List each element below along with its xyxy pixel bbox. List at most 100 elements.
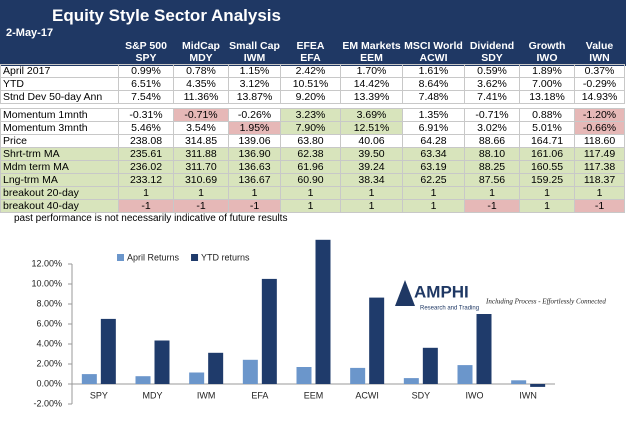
x-tick-label: IWN xyxy=(519,390,537,400)
cell: 88.10 xyxy=(464,147,520,161)
cell: 136.63 xyxy=(228,160,281,174)
column-name: Growth xyxy=(528,40,566,52)
cell: 63.19 xyxy=(402,160,465,174)
x-tick-label: IWM xyxy=(197,390,216,400)
cell: -1 xyxy=(118,199,174,213)
chart: AMPHI Research and Trading Including Pro… xyxy=(31,239,606,408)
cell: 1 xyxy=(340,186,403,200)
cell: 13.18% xyxy=(519,90,575,104)
cell: 13.39% xyxy=(340,90,403,104)
row-label: Shrt-trm MA xyxy=(0,147,119,161)
column-ticker: IWM xyxy=(243,52,266,64)
x-tick-label: ACWI xyxy=(355,390,379,400)
cell: 136.67 xyxy=(228,173,281,187)
cell: 14.93% xyxy=(574,90,625,104)
bar xyxy=(100,318,116,384)
y-tick-label: 12.00% xyxy=(31,258,62,268)
column-ticker: SDY xyxy=(481,52,503,64)
cell: -1 xyxy=(464,199,520,213)
cell: 1 xyxy=(228,186,281,200)
bar xyxy=(422,347,438,384)
y-tick-label: 2.00% xyxy=(36,358,62,368)
cell: 117.38 xyxy=(574,160,625,174)
cell: 6.91% xyxy=(402,121,465,135)
cell: 6.51% xyxy=(118,77,174,91)
cell: -1 xyxy=(228,199,281,213)
y-tick-label: 6.00% xyxy=(36,318,62,328)
cell: -1 xyxy=(173,199,229,213)
x-tick-label: MDY xyxy=(143,390,163,400)
table-row: Price 238.08 314.85 139.06 63.80 40.06 64.28 88… xyxy=(0,134,625,148)
logo-subtitle: Research and Trading xyxy=(420,306,479,312)
cell: 3.12% xyxy=(228,77,281,91)
cell: 3.69% xyxy=(340,108,403,122)
cell: -0.29% xyxy=(574,77,625,91)
cell: 164.71 xyxy=(519,134,575,148)
cell: 1 xyxy=(402,199,465,213)
blank xyxy=(1,40,119,52)
x-tick-label: IWO xyxy=(466,390,484,400)
column-name: Small Cap xyxy=(229,40,280,52)
table-row: Momentum 1mnth -0.31% -0.71% -0.26% 3.23% 3.6… xyxy=(0,108,625,122)
bar xyxy=(530,384,546,387)
row-label: Lng-trm MA xyxy=(0,173,119,187)
column-name: Dividend xyxy=(469,40,515,52)
cell: 159.25 xyxy=(519,173,575,187)
cell: 238.08 xyxy=(118,134,174,148)
cell: 0.59% xyxy=(464,64,520,78)
cell: 118.60 xyxy=(574,134,625,148)
cell: 161.06 xyxy=(519,147,575,161)
cell: 61.96 xyxy=(280,160,341,174)
cell: 9.20% xyxy=(280,90,341,104)
bar xyxy=(296,367,312,384)
cell: 1.61% xyxy=(402,64,465,78)
cell: 62.25 xyxy=(402,173,465,187)
cell: 1.35% xyxy=(402,108,465,122)
cell: 139.06 xyxy=(228,134,281,148)
cell: 1 xyxy=(280,186,341,200)
bar xyxy=(476,314,492,384)
cell: 88.66 xyxy=(464,134,520,148)
x-tick-label: SPY xyxy=(90,390,108,400)
cell: 1 xyxy=(118,186,174,200)
table-row: April 2017 0.99% 0.78% 1.15% 2.42% 1.70% 1.61%… xyxy=(0,64,625,78)
cell: 1.89% xyxy=(519,64,575,78)
cell: 7.48% xyxy=(402,90,465,104)
date: 2-May-17 xyxy=(6,27,54,39)
cell: 160.55 xyxy=(519,160,575,174)
row-label: YTD xyxy=(0,77,119,91)
cell: 3.54% xyxy=(173,121,229,135)
bar xyxy=(135,376,151,384)
column-name: EFEA xyxy=(296,40,325,52)
legend-label: YTD returns xyxy=(201,252,250,262)
header-bar: Equity Style Sector Analysis 2-May-17 xyxy=(0,0,626,66)
cell: 1 xyxy=(519,186,575,200)
bar xyxy=(81,374,97,384)
cell: -1 xyxy=(574,199,625,213)
bar xyxy=(189,372,205,384)
y-tick-label: 4.00% xyxy=(36,338,62,348)
column-ticker: EFA xyxy=(300,52,321,64)
x-tick-label: SDY xyxy=(412,390,431,400)
row-label: Stnd Dev 50-day Ann xyxy=(0,90,119,104)
cell: 314.85 xyxy=(173,134,229,148)
table-row: breakout 40-day -1 -1 -1 1 1 1 -1 1 -1 xyxy=(0,199,625,213)
header-row: SPY MDY IWM EFA EEM ACWI SDY IWO IWN xyxy=(1,52,625,65)
cell: -0.71% xyxy=(464,108,520,122)
cell: 39.50 xyxy=(340,147,403,161)
column-name: S&P 500 xyxy=(125,40,167,52)
cell: 40.06 xyxy=(340,134,403,148)
cell: 60.90 xyxy=(280,173,341,187)
cell: 236.02 xyxy=(118,160,174,174)
legend-swatch xyxy=(117,254,124,261)
column-ticker: SPY xyxy=(135,52,157,64)
cell: 64.28 xyxy=(402,134,465,148)
bar xyxy=(350,367,366,384)
row-label: Mdm term MA xyxy=(0,160,119,174)
y-tick-label: 10.00% xyxy=(31,278,62,288)
blank xyxy=(1,52,119,65)
column-ticker: MDY xyxy=(189,52,213,64)
cell: -0.26% xyxy=(228,108,281,122)
cell: 63.80 xyxy=(280,134,341,148)
column-ticker: IWO xyxy=(536,52,558,64)
